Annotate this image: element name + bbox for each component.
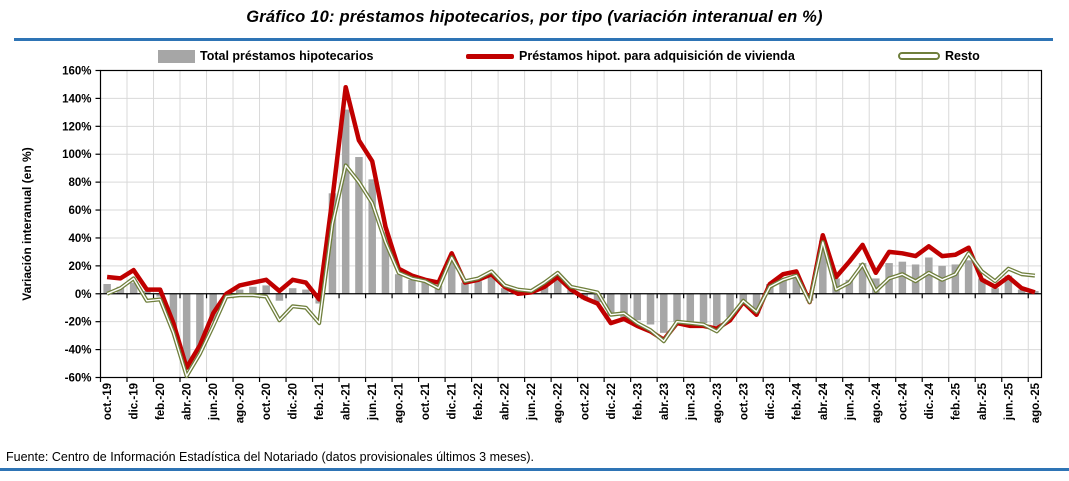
svg-text:40%: 40%: [68, 233, 91, 245]
svg-text:dic.-20: dic.-20: [288, 383, 300, 419]
footer-divider: [0, 468, 1069, 471]
svg-text:dic.-21: dic.-21: [447, 382, 459, 419]
legend-item-total: Total préstamos hipotecarios: [158, 49, 373, 63]
svg-text:abr.-25: abr.-25: [977, 382, 989, 420]
green-line-swatch-icon: [898, 52, 940, 60]
svg-text:feb.-24: feb.-24: [791, 382, 803, 420]
svg-text:-40%: -40%: [65, 345, 92, 357]
svg-text:jun.-23: jun.-23: [685, 383, 697, 421]
svg-text:140%: 140%: [62, 93, 91, 105]
chart-legend: Total préstamos hipotecarios Préstamos h…: [0, 49, 1069, 69]
svg-text:oct.-21: oct.-21: [420, 382, 432, 420]
svg-text:jun.-25: jun.-25: [1003, 382, 1015, 421]
svg-text:jun.-21: jun.-21: [367, 382, 379, 421]
svg-text:120%: 120%: [62, 121, 91, 133]
svg-text:feb.-23: feb.-23: [632, 383, 644, 420]
svg-text:ago.-20: ago.-20: [235, 383, 247, 423]
legend-label-resto: Resto: [945, 49, 980, 63]
svg-text:Variación interanual (en %): Variación interanual (en %): [20, 147, 34, 300]
svg-text:jun.-22: jun.-22: [526, 383, 538, 421]
svg-text:abr.-22: abr.-22: [500, 383, 512, 420]
svg-text:feb.-25: feb.-25: [950, 382, 962, 420]
svg-text:oct.-19: oct.-19: [102, 383, 114, 420]
svg-text:abr.-24: abr.-24: [818, 382, 830, 420]
svg-text:feb.-22: feb.-22: [473, 383, 485, 420]
svg-text:ago.-23: ago.-23: [712, 383, 724, 423]
svg-text:feb.-21: feb.-21: [314, 382, 326, 420]
title-divider: [14, 38, 1053, 41]
svg-text:feb.-20: feb.-20: [155, 383, 167, 420]
svg-text:ago.-25: ago.-25: [1030, 382, 1042, 423]
svg-text:160%: 160%: [62, 66, 91, 78]
svg-text:abr.-21: abr.-21: [341, 382, 353, 420]
svg-text:80%: 80%: [68, 177, 91, 189]
svg-text:dic.-19: dic.-19: [129, 383, 141, 419]
svg-text:60%: 60%: [68, 205, 91, 217]
page-title: Gráfico 10: préstamos hipotecarios, por …: [246, 8, 823, 26]
svg-text:0%: 0%: [75, 289, 92, 301]
legend-item-resto: Resto: [898, 49, 980, 63]
svg-text:ago.-24: ago.-24: [871, 382, 883, 423]
svg-text:oct.-20: oct.-20: [261, 383, 273, 420]
svg-text:-60%: -60%: [65, 373, 92, 385]
legend-item-vivienda: Préstamos hipot. para adquisición de viv…: [466, 49, 795, 63]
svg-text:oct.-24: oct.-24: [897, 382, 909, 420]
svg-text:oct.-23: oct.-23: [738, 383, 750, 420]
red-line-swatch-icon: [466, 53, 514, 59]
source-note: Fuente: Centro de Información Estadístic…: [6, 450, 535, 464]
svg-text:abr.-20: abr.-20: [182, 383, 194, 420]
legend-label-vivienda: Préstamos hipot. para adquisición de viv…: [519, 49, 795, 63]
svg-text:dic.-22: dic.-22: [606, 383, 618, 419]
svg-text:ago.-22: ago.-22: [553, 383, 565, 423]
svg-text:jun.-20: jun.-20: [208, 383, 220, 421]
svg-text:oct.-22: oct.-22: [579, 383, 591, 420]
svg-text:dic.-23: dic.-23: [765, 383, 777, 419]
bar-swatch-icon: [158, 49, 195, 63]
svg-text:100%: 100%: [62, 149, 91, 161]
svg-text:-20%: -20%: [65, 317, 92, 329]
svg-text:dic.-24: dic.-24: [924, 382, 936, 419]
svg-text:abr.-23: abr.-23: [659, 383, 671, 420]
svg-text:ago.-21: ago.-21: [394, 382, 406, 423]
svg-text:20%: 20%: [68, 261, 91, 273]
svg-text:jun.-24: jun.-24: [844, 382, 856, 421]
legend-label-total: Total préstamos hipotecarios: [200, 49, 374, 63]
